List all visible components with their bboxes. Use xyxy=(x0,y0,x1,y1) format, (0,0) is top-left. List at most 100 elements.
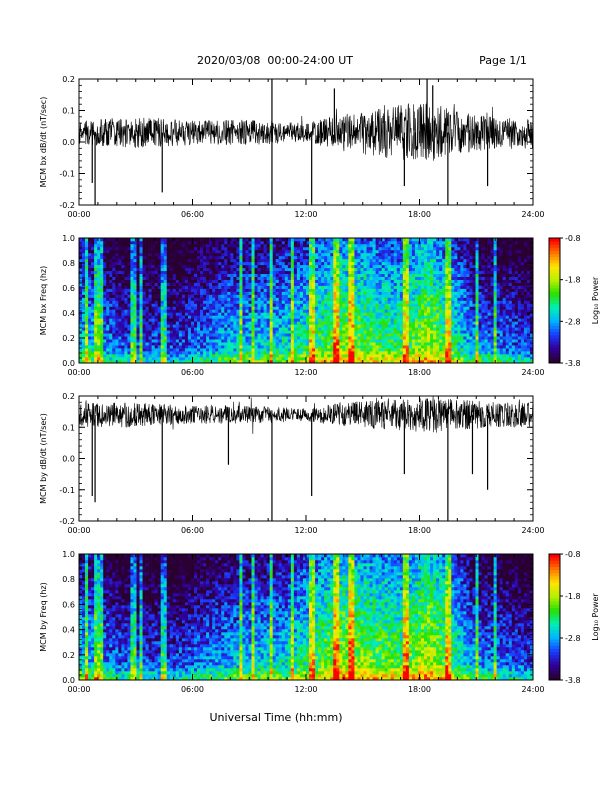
heatmap-cell xyxy=(142,360,146,364)
heatmap-cell xyxy=(121,357,125,361)
heatmap-cell xyxy=(321,252,325,257)
heatmap-cell xyxy=(145,294,149,298)
heatmap-cell xyxy=(427,321,431,325)
heatmap-cell xyxy=(263,339,267,343)
heatmap-cell xyxy=(169,321,174,325)
heatmap-cell xyxy=(315,252,319,257)
heatmap-cell xyxy=(339,282,343,286)
heatmap-cell xyxy=(115,324,119,328)
heatmap-cell xyxy=(357,303,361,307)
heatmap-cell xyxy=(248,360,252,364)
heatmap-cell xyxy=(248,294,252,298)
heatmap-cell xyxy=(369,354,373,358)
heatmap-cell xyxy=(342,339,346,343)
heatmap-cell xyxy=(272,348,277,352)
heatmap-cell xyxy=(378,351,382,355)
heatmap-cell xyxy=(197,321,201,325)
heatmap-cell xyxy=(278,285,283,289)
heatmap-cell xyxy=(103,312,107,316)
heatmap-cell xyxy=(154,240,158,245)
heatmap-cell xyxy=(363,351,367,355)
heatmap-cell xyxy=(133,342,137,346)
heatmap-cell xyxy=(221,333,225,337)
heatmap-cell xyxy=(421,309,425,313)
heatmap-cell xyxy=(233,240,237,245)
heatmap-cell xyxy=(378,300,382,304)
heatmap-cell xyxy=(333,294,337,298)
heatmap-cell xyxy=(405,312,410,316)
heatmap-cell xyxy=(299,285,304,289)
heatmap-cell xyxy=(411,351,416,355)
heatmap-cell xyxy=(109,321,113,325)
heatmap-cell xyxy=(424,279,428,283)
heatmap-cell xyxy=(197,357,201,361)
heatmap-cell xyxy=(215,327,219,331)
heatmap-cell xyxy=(127,238,131,242)
heatmap-cell xyxy=(272,279,277,283)
heatmap-cell xyxy=(324,279,328,283)
heatmap-cell xyxy=(239,339,243,343)
heatmap-cell xyxy=(109,339,113,343)
heatmap-cell xyxy=(94,303,98,307)
heatmap-cell xyxy=(366,339,370,343)
heatmap-cell xyxy=(133,273,137,277)
heatmap-cell xyxy=(248,357,252,361)
heatmap-cell xyxy=(257,261,261,266)
heatmap-cell xyxy=(236,249,240,254)
heatmap-cell xyxy=(160,330,165,334)
heatmap-cell xyxy=(172,354,177,358)
heatmap-cell xyxy=(257,342,261,346)
heatmap-cell xyxy=(233,252,237,257)
heatmap-cell xyxy=(378,261,382,266)
heatmap-cell xyxy=(281,246,286,251)
heatmap-cell xyxy=(427,282,431,286)
heatmap-cell xyxy=(393,261,398,266)
heatmap-cell xyxy=(218,285,222,289)
heatmap-cell xyxy=(160,312,165,316)
heatmap-cell xyxy=(100,348,104,352)
heatmap-cell xyxy=(417,318,422,322)
heatmap-cell xyxy=(342,273,346,277)
heatmap-cell xyxy=(206,279,210,283)
heatmap-cell xyxy=(157,333,162,337)
heatmap-cell xyxy=(284,285,289,289)
heatmap-cell xyxy=(148,309,152,313)
heatmap-cell xyxy=(230,297,234,301)
heatmap-cell xyxy=(278,357,283,361)
heatmap-cell xyxy=(287,270,292,275)
heatmap-cell xyxy=(124,252,128,257)
heatmap-cell xyxy=(421,288,425,292)
heatmap-cell xyxy=(387,321,392,325)
heatmap-cell xyxy=(396,333,401,337)
heatmap-cell xyxy=(315,333,319,337)
heatmap-cell xyxy=(260,294,264,298)
heatmap-cell xyxy=(306,348,310,352)
heatmap-cell xyxy=(348,357,352,361)
heatmap-cell xyxy=(315,258,319,263)
heatmap-cell xyxy=(118,282,122,286)
heatmap-cell xyxy=(396,294,401,298)
heatmap-cell xyxy=(327,288,331,292)
heatmap-cell xyxy=(411,324,416,328)
heatmap-cell xyxy=(184,348,189,352)
heatmap-cell xyxy=(417,354,422,358)
heatmap-cell xyxy=(396,318,401,322)
heatmap-cell xyxy=(197,238,201,242)
heatmap-cell xyxy=(372,240,376,245)
heatmap-cell xyxy=(287,339,292,343)
heatmap-cell xyxy=(424,282,428,286)
heatmap-cell xyxy=(417,279,422,283)
heatmap-cell xyxy=(172,238,177,242)
heatmap-cell xyxy=(215,306,219,310)
heatmap-cell xyxy=(242,249,246,254)
heatmap-cell xyxy=(109,315,113,319)
heatmap-cell xyxy=(266,249,270,254)
heatmap-cell xyxy=(245,246,249,251)
heatmap-cell xyxy=(315,294,319,298)
heatmap-cell xyxy=(393,267,398,272)
heatmap-cell xyxy=(302,246,307,251)
heatmap-cell xyxy=(133,294,137,298)
heatmap-cell xyxy=(363,330,367,334)
heatmap-cell xyxy=(315,291,319,295)
heatmap-cell xyxy=(203,318,207,322)
